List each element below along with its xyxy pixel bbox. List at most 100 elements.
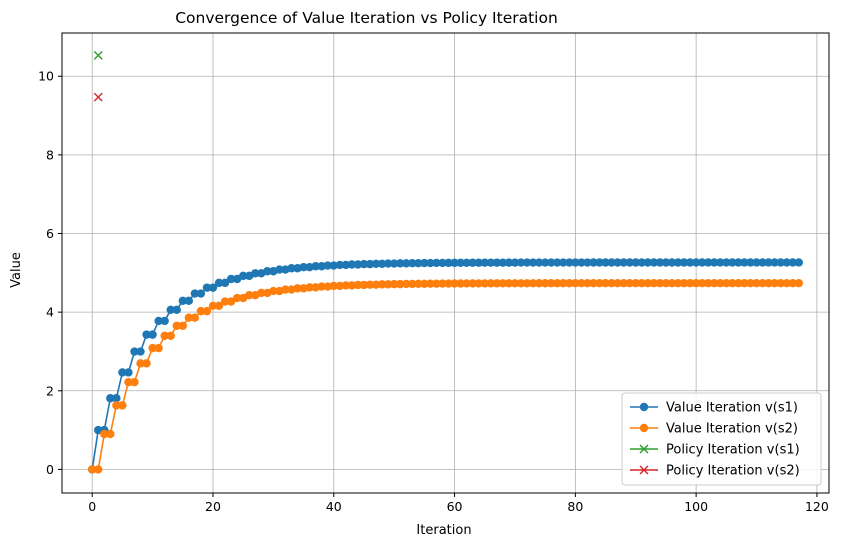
data-point-vi-s2 bbox=[389, 279, 399, 289]
data-point-vi-s1 bbox=[184, 296, 194, 306]
data-point-vi-s1 bbox=[571, 258, 580, 267]
data-point-vi-s1 bbox=[371, 259, 381, 268]
data-point-vi-s2 bbox=[776, 278, 785, 288]
data-point-vi-s1 bbox=[420, 258, 429, 268]
data-point-vi-s2 bbox=[716, 278, 725, 288]
data-point-vi-s1 bbox=[396, 259, 405, 268]
data-point-vi-s1 bbox=[480, 258, 489, 267]
data-point-vi-s1 bbox=[220, 278, 230, 288]
data-point-vi-s1 bbox=[106, 394, 115, 403]
data-point-vi-s2 bbox=[232, 293, 242, 303]
data-point-vi-s1 bbox=[172, 305, 181, 315]
data-point-vi-s2 bbox=[341, 281, 351, 290]
data-point-vi-s1 bbox=[679, 258, 689, 267]
data-point-vi-s1 bbox=[595, 258, 604, 267]
y-axis-label: Value bbox=[9, 252, 24, 288]
data-point-vi-s1 bbox=[565, 258, 574, 267]
data-point-vi-s1 bbox=[426, 258, 435, 268]
data-point-vi-s2 bbox=[184, 313, 194, 322]
data-point-vi-s1 bbox=[619, 258, 628, 267]
data-point-vi-s1 bbox=[359, 259, 369, 269]
data-point-vi-s1 bbox=[263, 267, 272, 276]
data-point-vi-s2 bbox=[486, 279, 495, 288]
data-point-vi-s2 bbox=[148, 343, 157, 353]
data-point-vi-s1 bbox=[353, 260, 363, 269]
data-point-vi-s1 bbox=[118, 368, 127, 377]
data-point-vi-s2 bbox=[220, 297, 230, 306]
data-point-vi-s2 bbox=[480, 279, 489, 288]
data-point-vi-s2 bbox=[317, 282, 326, 291]
data-point-vi-s2 bbox=[679, 278, 689, 288]
data-point-vi-s1 bbox=[794, 258, 804, 267]
data-point-vi-s1 bbox=[474, 258, 483, 267]
x-tick-label: 40 bbox=[326, 499, 342, 514]
data-point-vi-s2 bbox=[553, 279, 562, 288]
data-point-vi-s2 bbox=[420, 279, 429, 289]
data-point-vi-s1 bbox=[710, 258, 719, 267]
data-point-vi-s2 bbox=[136, 359, 145, 368]
data-point-vi-s1 bbox=[432, 258, 441, 268]
data-point-vi-s1 bbox=[788, 258, 797, 267]
data-point-vi-s1 bbox=[510, 258, 520, 267]
data-point-vi-s2 bbox=[510, 279, 520, 288]
legend: Value Iteration v(s1) Value Iteration v(s… bbox=[621, 392, 822, 486]
data-point-vi-s2 bbox=[589, 279, 598, 288]
data-point-vi-s1 bbox=[196, 289, 206, 298]
data-point-vi-s2 bbox=[450, 279, 459, 288]
data-point-vi-s2 bbox=[257, 288, 266, 298]
data-point-vi-s1 bbox=[178, 296, 187, 306]
x-tick-label: 80 bbox=[567, 499, 583, 514]
data-point-vi-s2 bbox=[643, 278, 653, 288]
data-point-vi-s1 bbox=[528, 258, 538, 267]
data-point-vi-s2 bbox=[601, 279, 610, 288]
legend-item: Value Iteration v(s2) bbox=[630, 422, 798, 437]
data-point-vi-s2 bbox=[540, 279, 550, 288]
data-point-vi-s2 bbox=[613, 278, 622, 288]
data-point-vi-s1 bbox=[154, 316, 163, 326]
data-point-vi-s2 bbox=[571, 279, 580, 288]
data-point-vi-s1 bbox=[299, 262, 308, 272]
data-point-vi-s1 bbox=[649, 258, 659, 267]
data-point-vi-s1 bbox=[287, 264, 296, 273]
data-point-vi-s2 bbox=[655, 278, 665, 288]
data-point-vi-s1 bbox=[402, 259, 411, 268]
data-point-vi-s1 bbox=[389, 259, 399, 268]
data-point-vi-s1 bbox=[408, 258, 417, 268]
data-point-vi-s2 bbox=[782, 278, 791, 288]
data-point-vi-s2 bbox=[746, 278, 755, 288]
data-point-vi-s2 bbox=[87, 465, 97, 474]
data-point-vi-s2 bbox=[190, 313, 200, 322]
data-point-vi-s1 bbox=[782, 258, 791, 267]
data-point-vi-s1 bbox=[764, 258, 773, 267]
data-point-vi-s1 bbox=[468, 258, 477, 267]
data-point-vi-s1 bbox=[697, 258, 707, 267]
data-point-vi-s2 bbox=[619, 278, 628, 288]
axes-frame bbox=[61, 32, 830, 494]
data-point-vi-s2 bbox=[281, 285, 290, 294]
data-point-vi-s2 bbox=[130, 377, 139, 387]
data-point-vi-s1 bbox=[166, 305, 175, 315]
data-point-vi-s2 bbox=[516, 279, 526, 288]
data-point-vi-s2 bbox=[770, 278, 779, 288]
data-point-vi-s2 bbox=[468, 279, 477, 288]
legend-swatch-marker bbox=[639, 402, 649, 412]
data-point-vi-s2 bbox=[94, 465, 103, 474]
data-point-vi-s1 bbox=[365, 259, 375, 269]
x-axis-label: Iteration bbox=[416, 523, 471, 538]
data-point-vi-s1 bbox=[522, 258, 532, 267]
data-point-vi-s1 bbox=[577, 258, 586, 267]
legend-swatch-marker bbox=[639, 465, 649, 475]
data-point-vi-s1 bbox=[383, 259, 393, 268]
data-point-vi-s1 bbox=[534, 258, 544, 267]
data-point-vi-s2 bbox=[492, 279, 502, 288]
data-point-vi-s2 bbox=[154, 343, 163, 353]
data-point-vi-s2 bbox=[414, 279, 423, 289]
data-point-vi-s2 bbox=[704, 278, 713, 288]
data-point-vi-s2 bbox=[456, 279, 465, 288]
plot-area: 0 20 40 60 80 100 120 0 2 4 6 8 10 bbox=[38, 32, 830, 514]
legend-item: Value Iteration v(s1) bbox=[630, 401, 798, 416]
data-point-vi-s1 bbox=[643, 258, 653, 267]
data-point-vi-s2 bbox=[534, 279, 544, 288]
data-point-vi-s2 bbox=[788, 278, 797, 288]
